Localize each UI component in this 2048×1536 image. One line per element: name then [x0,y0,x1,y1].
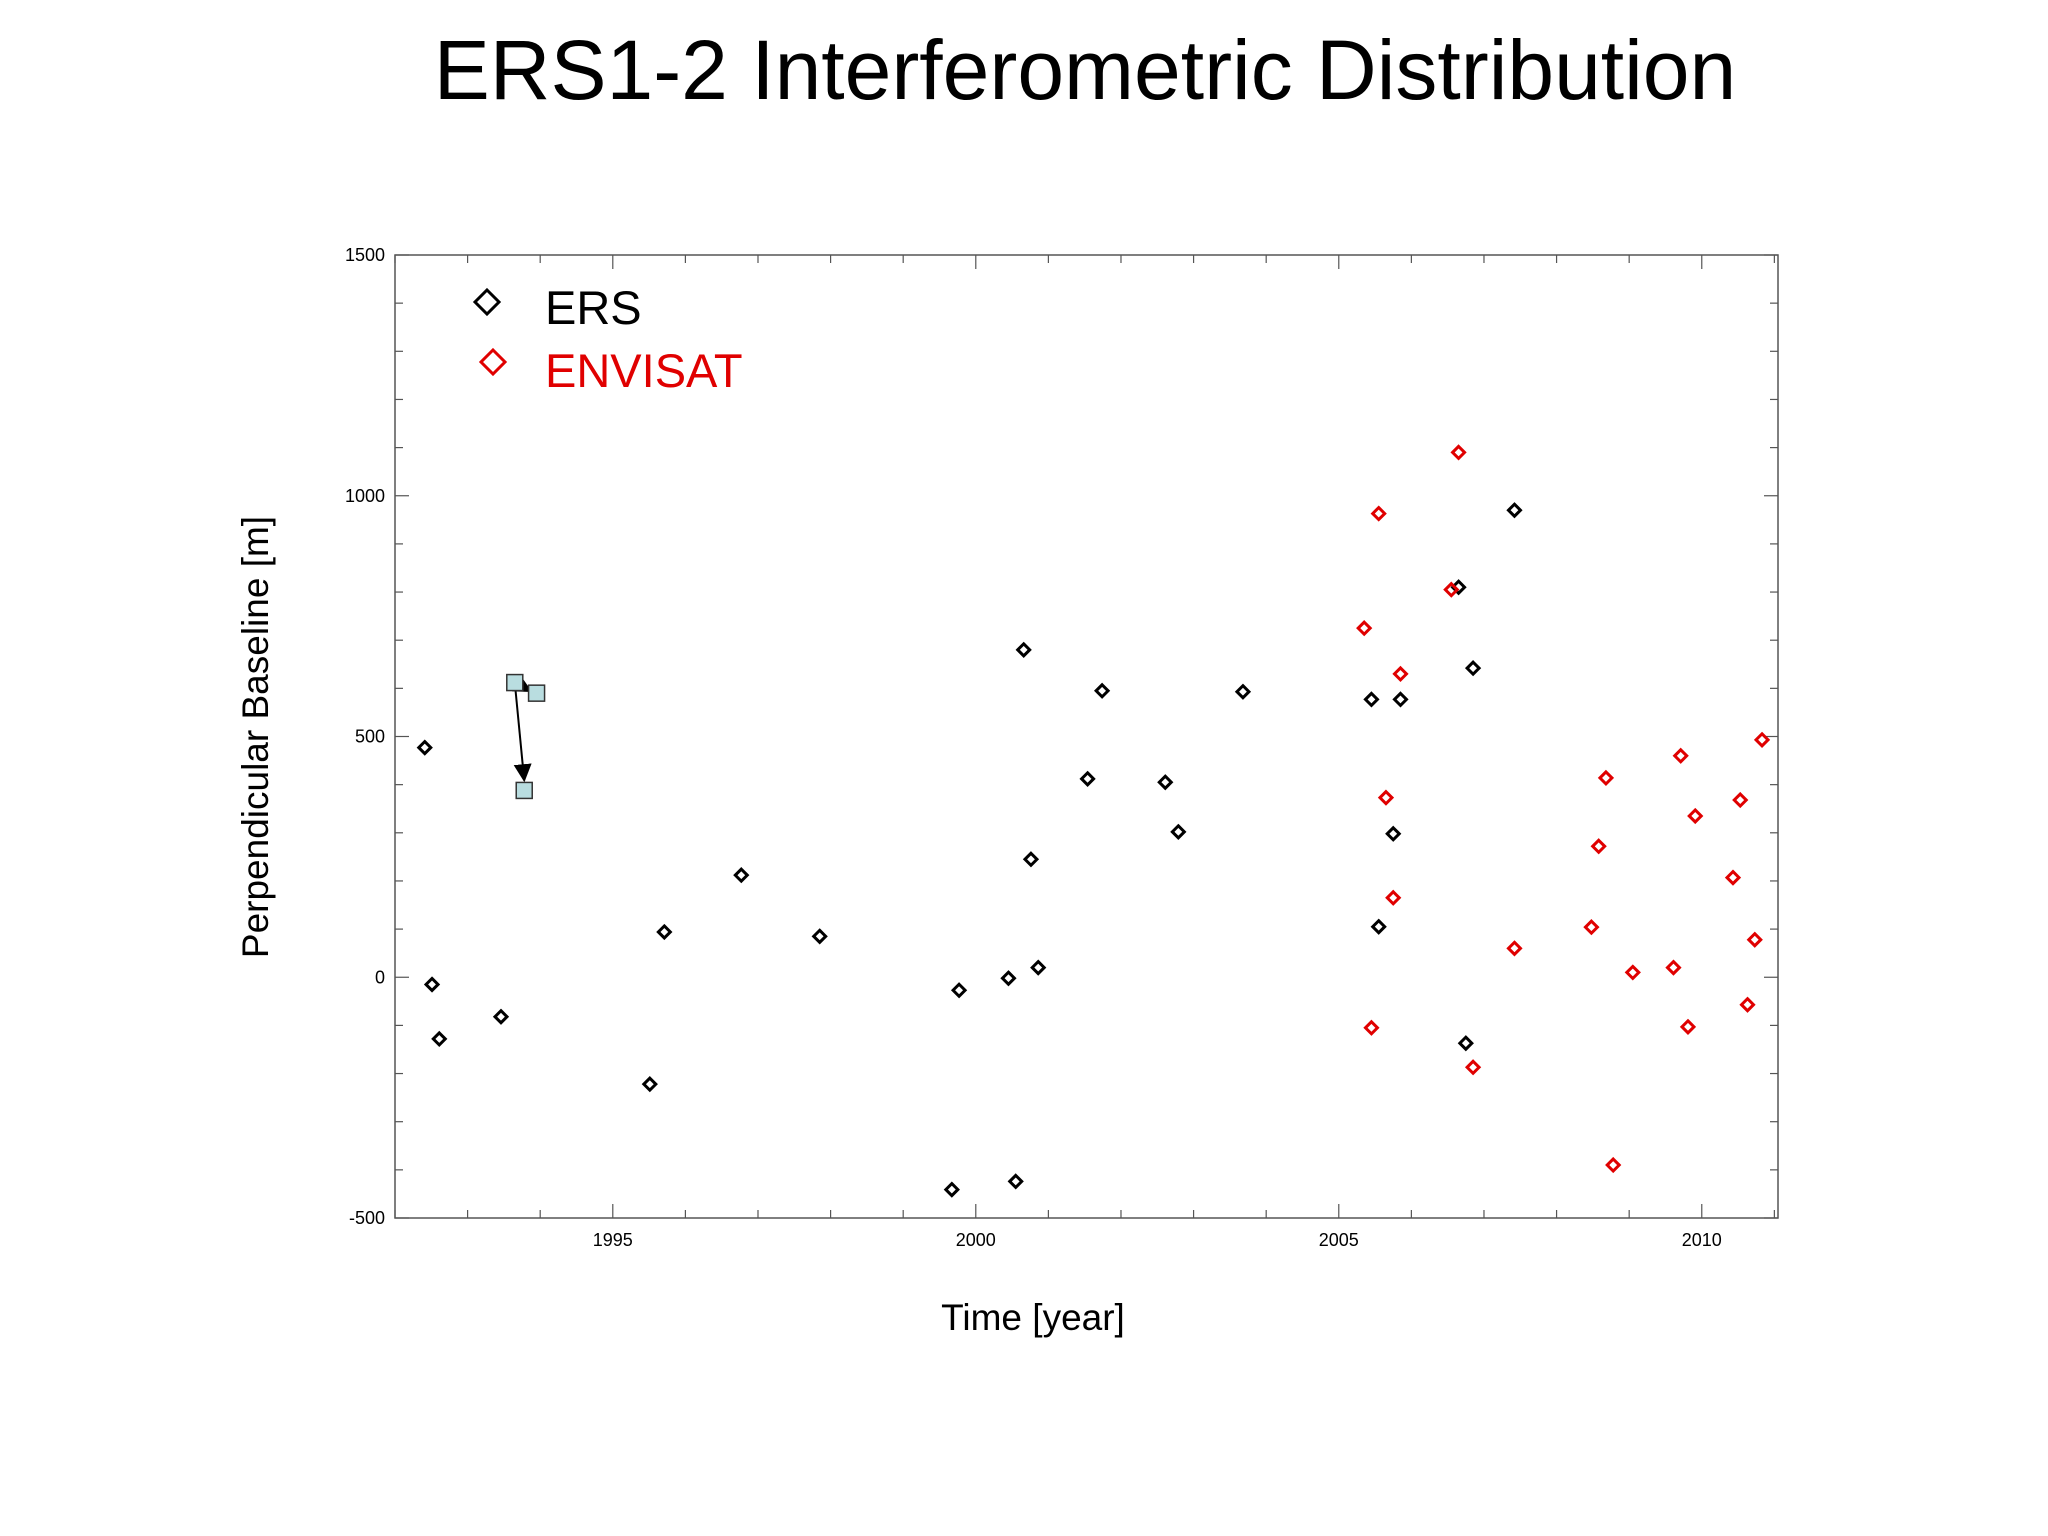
ers-point [1022,851,1040,868]
envisat-point [1370,505,1387,522]
y-tick-label: 1500 [345,245,385,265]
ers-point [1007,1173,1024,1190]
envisat-point [1624,964,1641,981]
ers-point [1363,691,1380,708]
ers-point [1015,641,1032,658]
x-tick-label: 2000 [956,1230,996,1250]
annotation-arrow [513,682,532,783]
envisat-point [1443,581,1460,598]
slide-title: ERS1-2 Interferometric Distribution [433,23,1737,117]
highlight-point [506,673,524,692]
ers-point [656,923,673,941]
ers-point [1464,660,1482,677]
legend-ers-marker [472,287,502,317]
ers-point [733,867,750,884]
highlight-point [527,684,546,702]
ers-point [1000,970,1017,987]
y-axis-title: Perpendicular Baseline [m] [235,516,276,958]
x-tick-label: 1995 [593,1230,633,1250]
y-tick-label: 1000 [345,486,385,506]
envisat-point [1583,919,1600,936]
envisat-point [1665,959,1682,976]
envisat-point [1464,1059,1482,1076]
ers-point [1506,502,1523,519]
ers-point [423,976,441,993]
data-points [416,444,1771,1198]
ers-point [1234,683,1252,700]
x-axis-title: Time [year] [941,1297,1125,1338]
envisat-point [1356,620,1373,637]
envisat-point [1506,940,1523,957]
ers-point [943,1181,960,1198]
envisat-point [1590,838,1607,855]
legend-envisat-marker [478,347,508,377]
envisat-point [1605,1156,1622,1174]
envisat-point [1672,747,1689,764]
baseline-change-annotation [506,673,546,800]
legend-envisat-diamond [478,347,508,377]
ers-point [1030,959,1047,976]
ers-point [950,982,968,999]
ers-point [641,1076,658,1093]
ers-point [1457,1035,1474,1052]
envisat-point [1597,769,1615,787]
envisat-point [1377,789,1395,806]
ers-point [1093,682,1111,699]
legend: ERS ENVISAT [472,281,743,397]
x-tick-label: 2005 [1319,1230,1359,1250]
legend-ers-label: ERS [545,281,642,334]
ers-point [1385,825,1402,842]
y-tick-label: 0 [375,967,385,987]
legend-ers-diamond [472,287,502,317]
x-tick-labels: 1995 2000 2005 2010 [593,1230,1722,1250]
envisat-point [1753,731,1771,748]
ers-point [1392,691,1409,708]
envisat-point [1724,869,1742,886]
ers-point [1157,774,1174,791]
ers-point [811,928,828,945]
envisat-point [1739,996,1756,1013]
ers-point [492,1008,510,1025]
ers-point [1079,770,1096,787]
y-tick-label: 500 [355,727,385,747]
y-tick-labels: -500 0 500 1000 1500 [345,245,385,1228]
envisat-point [1687,807,1704,825]
legend-envisat-label: ENVISAT [545,344,743,397]
envisat-point [1746,931,1763,948]
envisat-point [1385,889,1402,906]
ers-point [416,739,433,756]
envisat-point [1732,791,1749,809]
envisat-point [1363,1019,1380,1036]
ers-point [431,1030,448,1048]
y-tick-label: -500 [349,1208,385,1228]
axis-ticks [394,254,1778,1219]
envisat-point [1679,1018,1697,1035]
highlight-point [515,781,533,800]
plot-frame [394,254,1779,1219]
x-tick-label: 2010 [1682,1230,1722,1250]
envisat-point [1392,665,1409,683]
envisat-point [1450,444,1467,461]
ers-point [1370,918,1387,935]
ers-point [1170,823,1187,840]
